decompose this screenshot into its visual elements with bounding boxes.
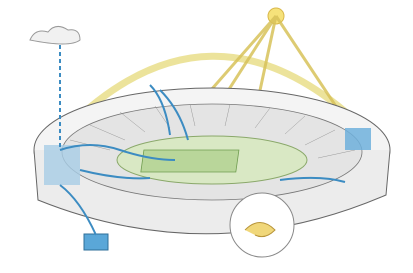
cistern [84,234,108,250]
water-tank-left [44,145,80,185]
pitch [141,150,239,172]
stadium-illustration [0,0,413,273]
water-tank-right [345,128,371,150]
